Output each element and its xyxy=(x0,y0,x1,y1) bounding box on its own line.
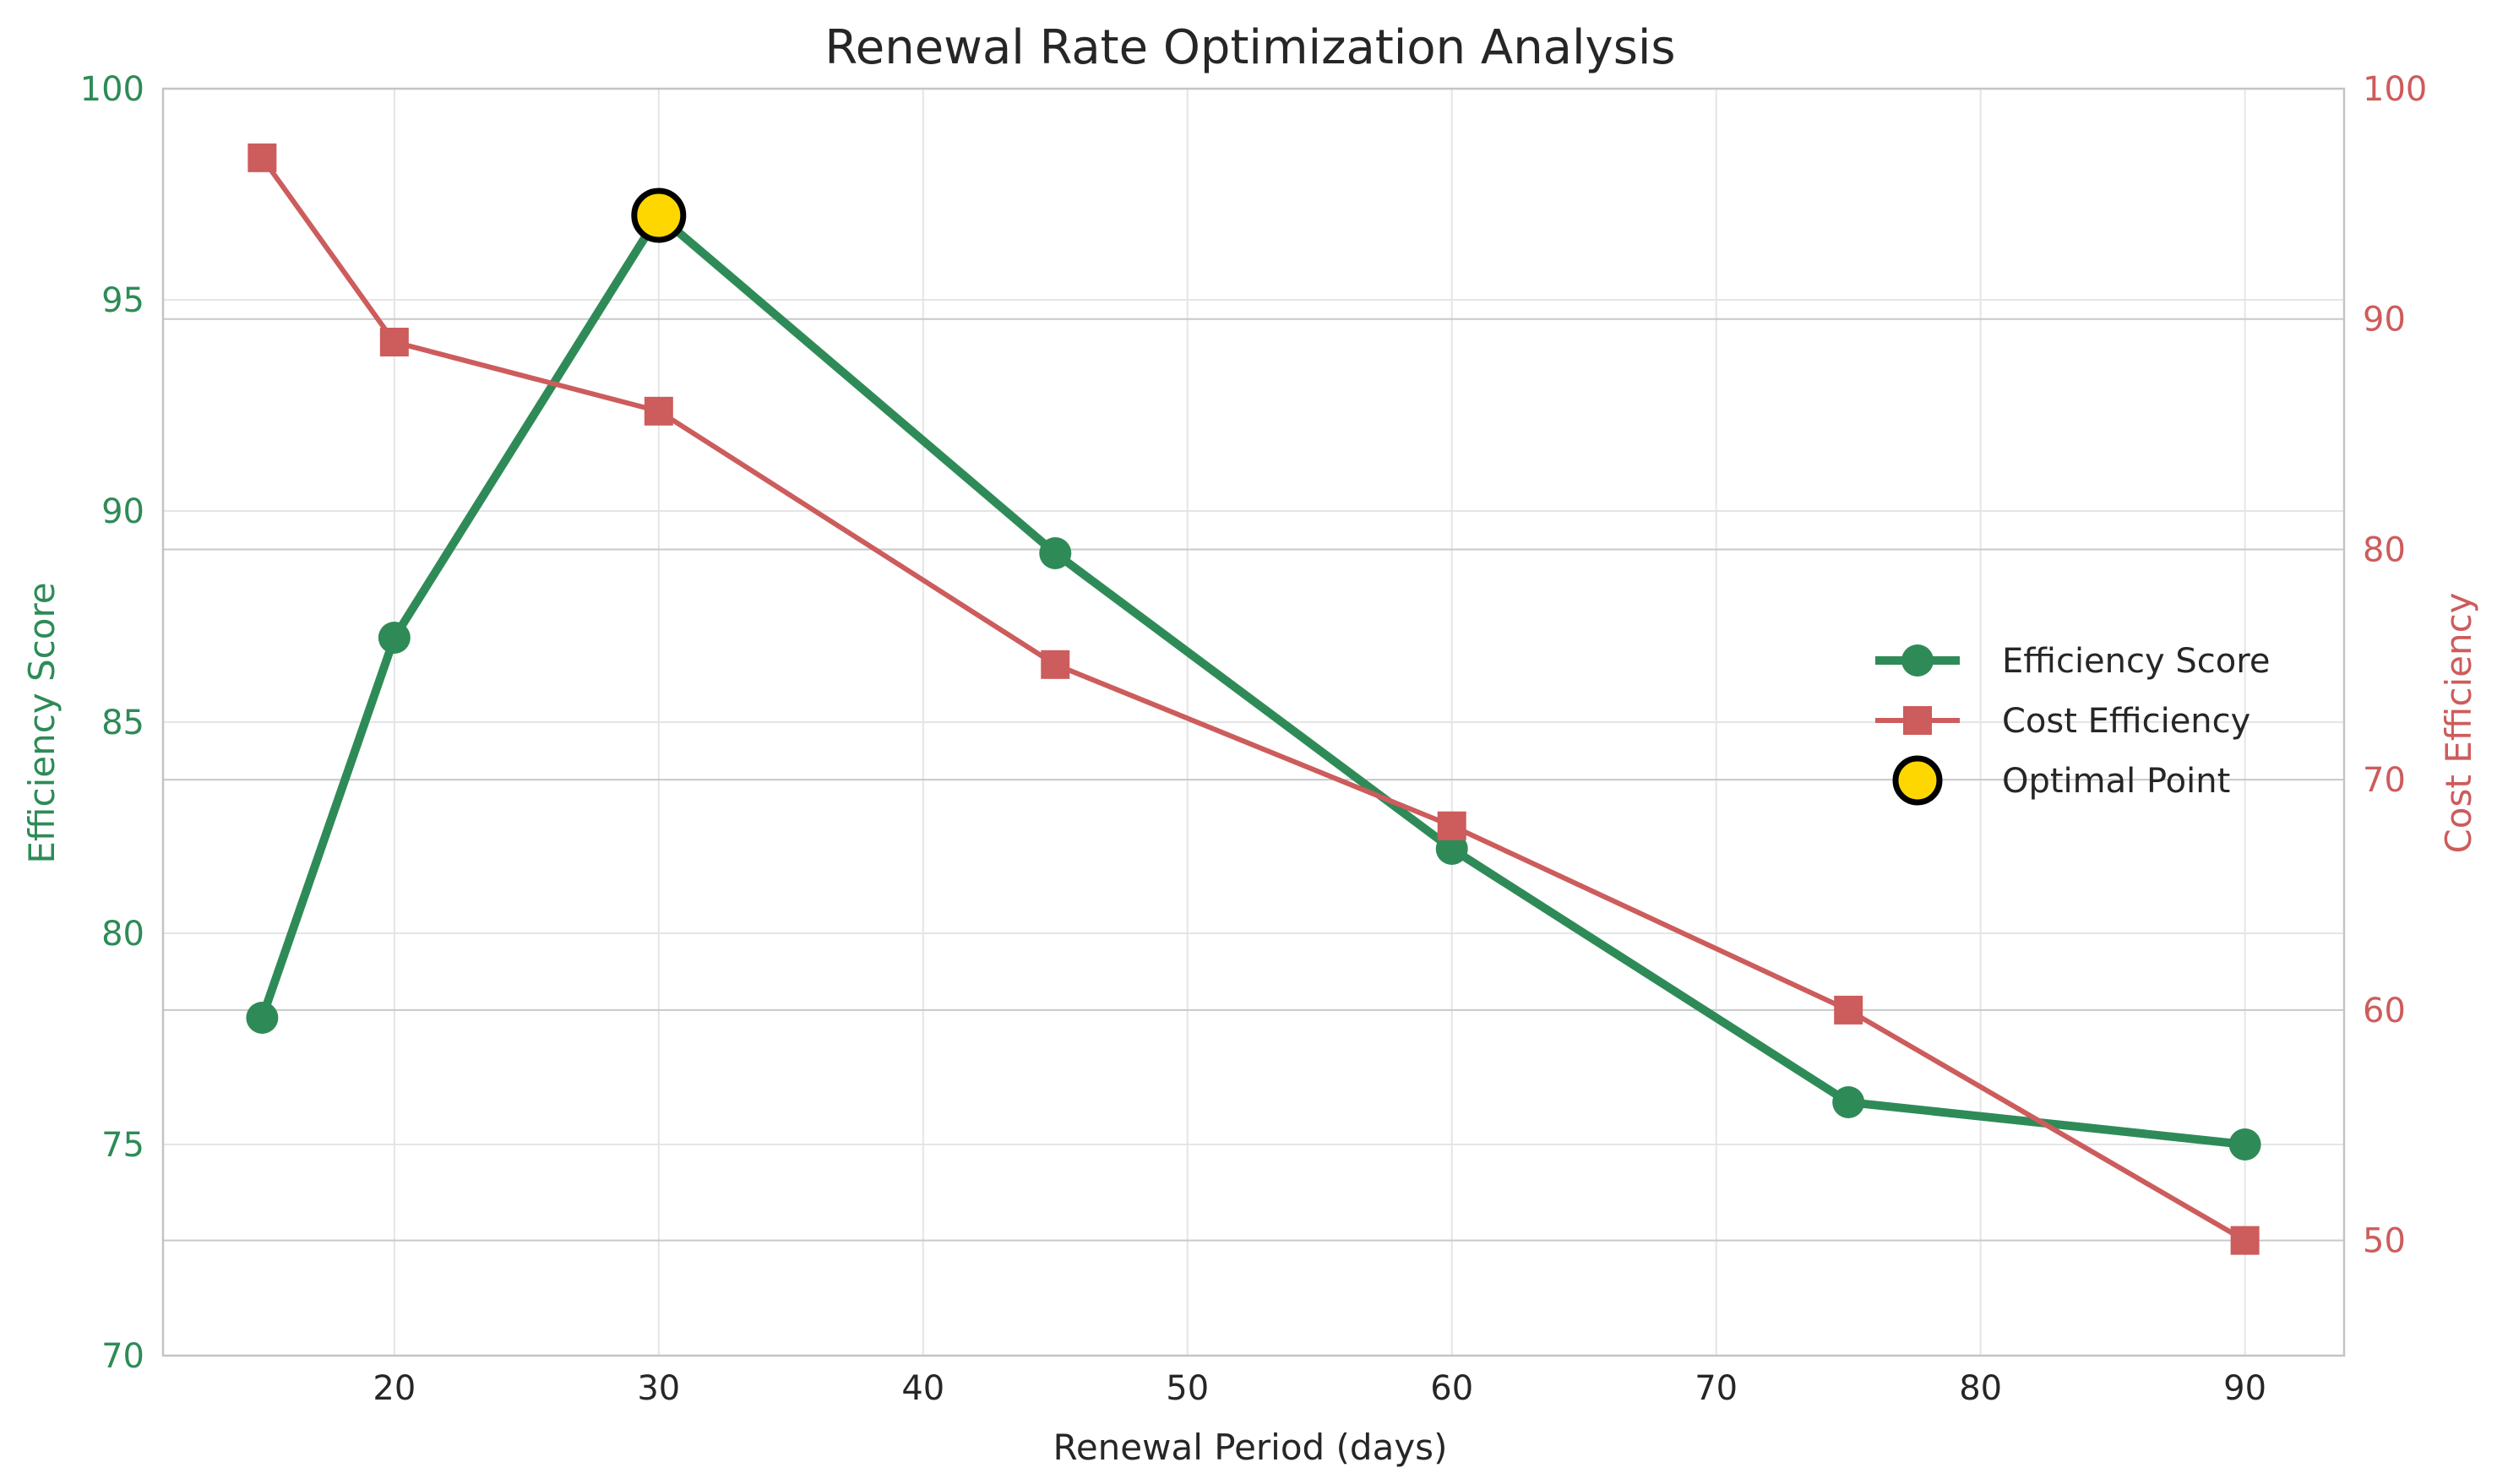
data-point xyxy=(1832,1086,1865,1118)
series-efficiency-score xyxy=(246,199,2261,1161)
right-y-tick-label: 50 xyxy=(2363,1222,2406,1261)
legend-marker xyxy=(1901,644,1934,677)
legend-item: Cost Efficiency xyxy=(1875,702,2250,741)
right-y-tick-label: 60 xyxy=(2363,992,2406,1030)
data-point xyxy=(1435,833,1468,865)
right-y-tick-label: 80 xyxy=(2363,530,2406,569)
x-tick-label: 70 xyxy=(1695,1369,1738,1408)
legend-marker xyxy=(1903,706,1932,735)
x-axis-label: Renewal Period (days) xyxy=(1053,1427,1448,1468)
y-axis-label-right: Cost Efficiency xyxy=(2438,592,2479,853)
left-y-tick-label: 95 xyxy=(101,281,144,320)
legend-item: Efficiency Score xyxy=(1875,642,2270,681)
data-point xyxy=(2228,1128,2261,1161)
data-point xyxy=(1041,650,1070,679)
data-point xyxy=(1834,995,1863,1025)
data-point xyxy=(378,622,411,654)
legend-label: Cost Efficiency xyxy=(2002,702,2250,741)
left-y-tick-label: 85 xyxy=(101,704,144,742)
left-y-tick-label: 90 xyxy=(101,492,144,531)
data-point xyxy=(1039,537,1072,569)
data-point xyxy=(248,143,277,172)
data-point xyxy=(379,328,409,356)
left-y-tick-label: 100 xyxy=(80,70,144,109)
x-tick-label: 90 xyxy=(2223,1369,2266,1408)
x-tick-label: 80 xyxy=(1959,1369,2002,1408)
right-y-tick-label: 90 xyxy=(2363,301,2406,340)
legend-item: Optimal Point xyxy=(1892,755,2230,806)
plot-frame xyxy=(161,87,2346,1357)
legend-marker xyxy=(1892,755,1943,806)
data-point xyxy=(644,396,673,426)
x-tick-label: 60 xyxy=(1430,1369,1473,1408)
left-y-tick-label: 70 xyxy=(101,1337,144,1376)
data-point xyxy=(246,1002,279,1034)
x-tick-label: 50 xyxy=(1166,1369,1209,1408)
legend: Efficiency Score Cost Efficiency Optimal P… xyxy=(1875,642,2270,806)
series-cost-efficiency xyxy=(248,143,2260,1255)
data-point xyxy=(1437,811,1466,840)
data-point xyxy=(2230,1226,2260,1255)
right-y-tick-label: 100 xyxy=(2363,70,2427,109)
left-y-tick-label: 75 xyxy=(101,1126,144,1165)
optimal-point-marker xyxy=(631,188,687,243)
x-tick-label: 30 xyxy=(637,1369,680,1408)
x-tick-label: 20 xyxy=(373,1369,416,1408)
left-y-tick-label: 80 xyxy=(101,915,144,954)
y-axis-label-left: Efficiency Score xyxy=(21,582,63,863)
grid xyxy=(163,89,2344,1356)
legend-label: Optimal Point xyxy=(2002,762,2230,801)
x-tick-label: 40 xyxy=(901,1369,944,1408)
series-layer xyxy=(246,143,2261,1255)
right-y-tick-label: 70 xyxy=(2363,761,2406,800)
chart-title: Renewal Rate Optimization Analysis xyxy=(824,20,1675,75)
axes: 20 30 40 50 60 70 80 90 70 75 80 85 90 95 100 50 60 70 80 9… xyxy=(80,70,2428,1408)
legend-label: Efficiency Score xyxy=(2002,642,2270,681)
